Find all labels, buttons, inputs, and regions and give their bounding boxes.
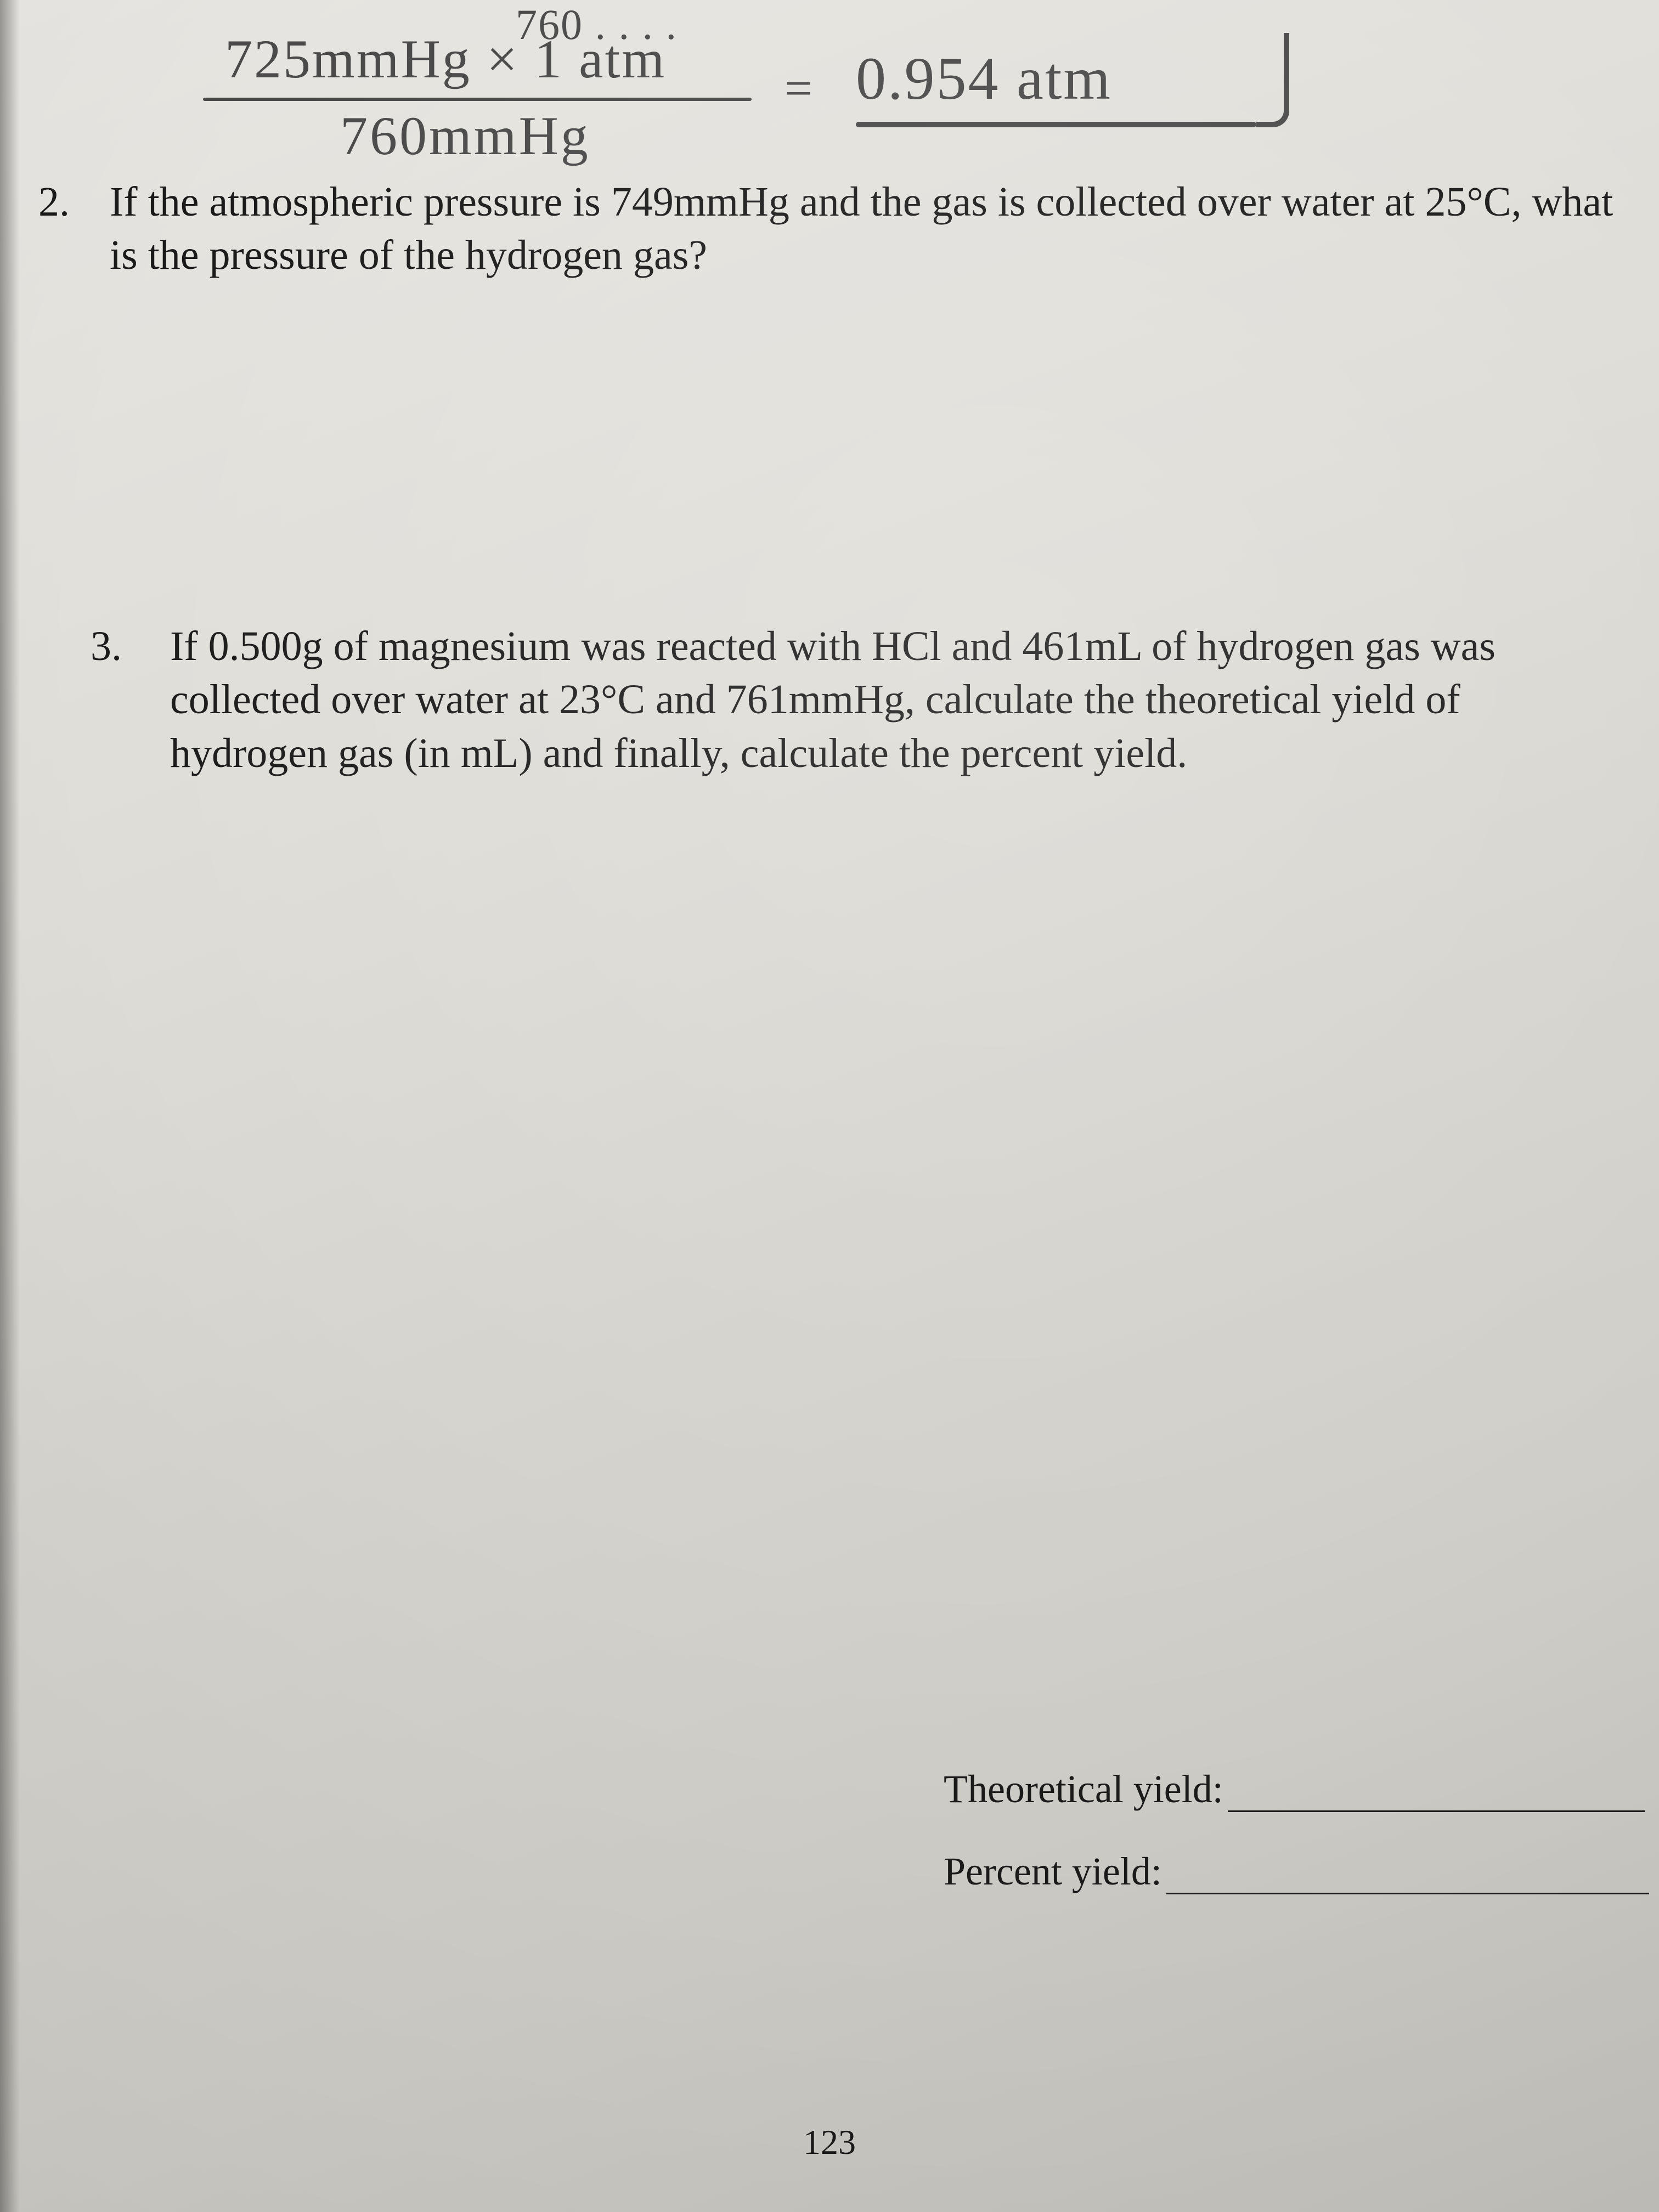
question-2-text: If the atmospheric pressure is 749mmHg a…	[110, 176, 1635, 283]
percent-yield-line: Percent yield:	[944, 1849, 1649, 1894]
percent-yield-blank[interactable]	[1166, 1857, 1649, 1894]
question-3-text: If 0.500g of magnesium was reacted with …	[170, 620, 1607, 780]
handwriting-numerator: 725mmHg × 1 atm	[225, 27, 666, 91]
handwriting-result: 0.954 atm	[856, 44, 1112, 114]
theoretical-yield-label: Theoretical yield:	[944, 1767, 1223, 1812]
worksheet-page: 760 . . . . 725mmHg × 1 atm 760mmHg = 0.…	[0, 0, 1659, 2212]
handwriting-fraction-bar	[203, 98, 752, 101]
question-3-number: 3.	[91, 620, 122, 673]
percent-yield-label: Percent yield:	[944, 1849, 1162, 1894]
theoretical-yield-line: Theoretical yield:	[944, 1767, 1645, 1812]
theoretical-yield-blank[interactable]	[1228, 1775, 1645, 1812]
handwriting-result-underline	[856, 122, 1256, 127]
handwriting-result-bracket	[1256, 33, 1289, 127]
question-2-number: 2.	[38, 176, 70, 229]
page-number: 123	[0, 2122, 1659, 2163]
photo-edge-shadow	[0, 0, 20, 2212]
handwriting-denominator: 760mmHg	[340, 104, 590, 167]
handwriting-equals: =	[785, 60, 812, 117]
